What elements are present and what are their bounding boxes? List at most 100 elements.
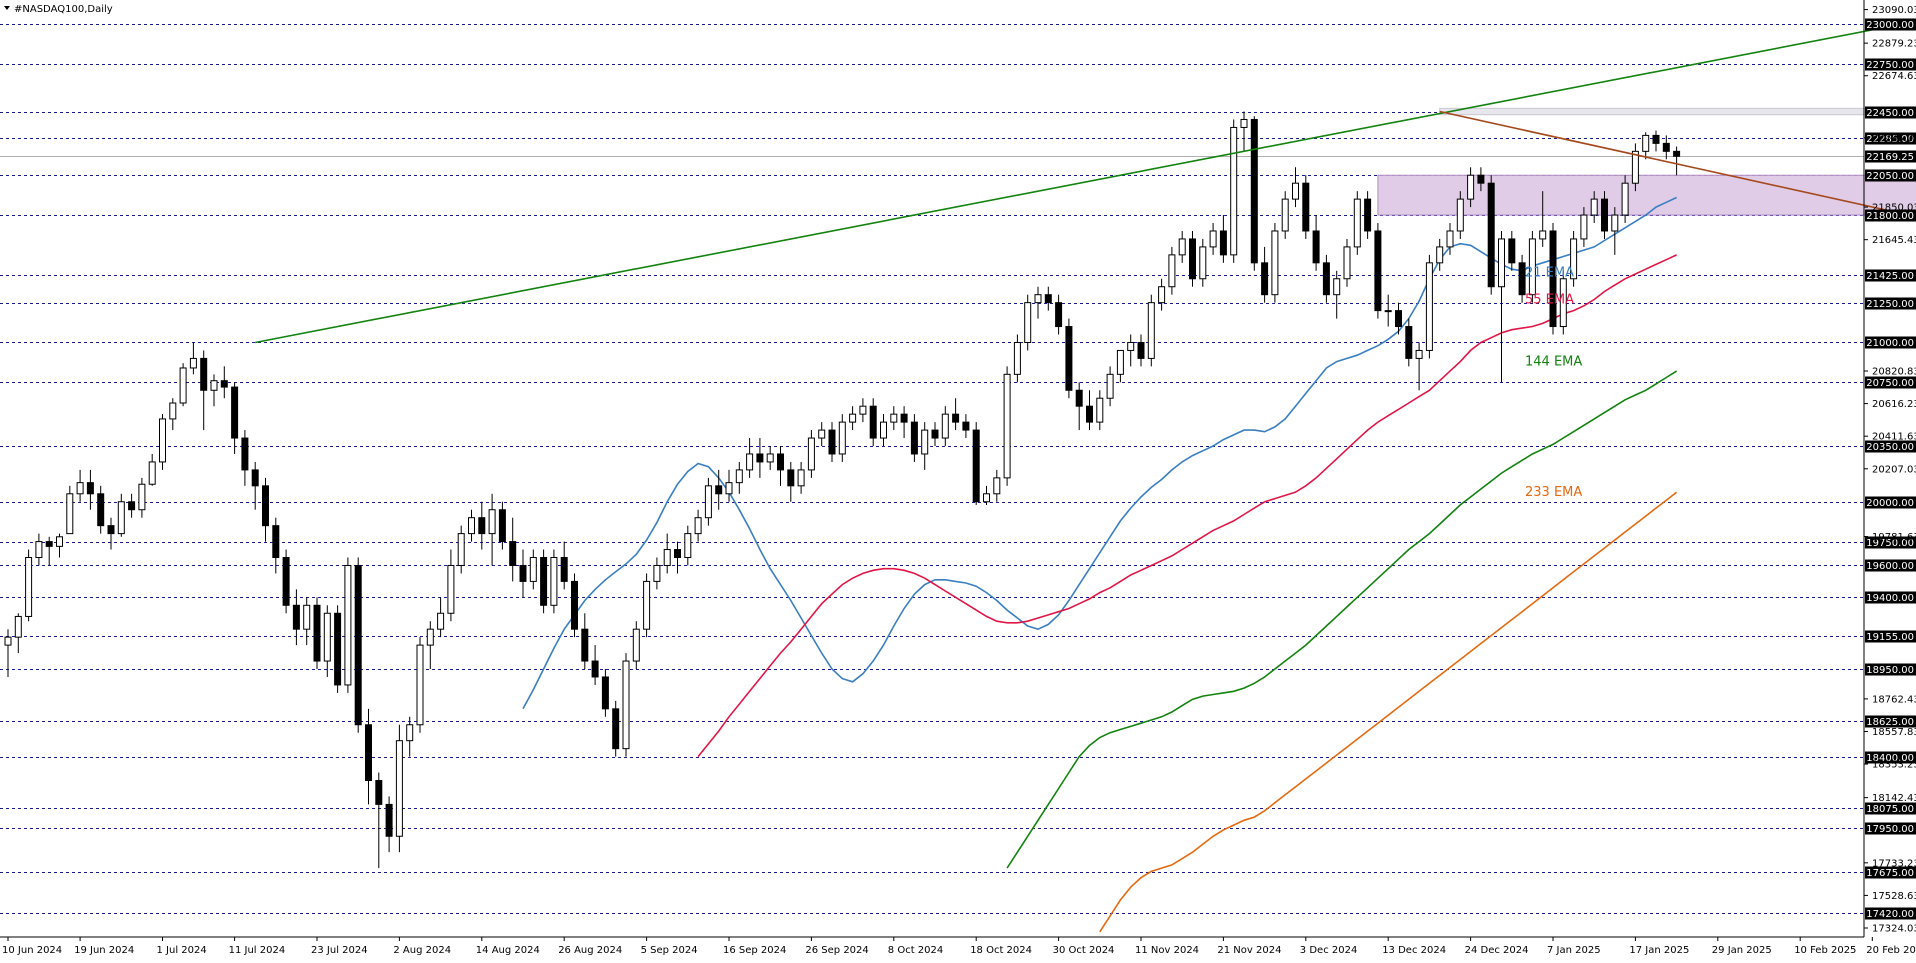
candle-body [1034,294,1042,304]
candle [148,453,156,486]
candle [457,525,465,574]
candle-body [375,780,383,805]
x-tick-label: 10 Feb 2025 [1794,945,1856,956]
candle-body [107,525,115,535]
candle-body [643,580,651,630]
candle [746,438,754,478]
candle [653,557,661,590]
candle-body [540,557,548,606]
candle [540,549,548,614]
candle [838,414,846,462]
candle [86,469,94,510]
level-badge-label: 17950.00 [1866,824,1914,835]
candle-body [1333,278,1341,296]
candle-body [138,483,146,511]
candle-body [509,541,517,566]
candle-body [941,413,949,439]
x-tick-label: 11 Jul 2024 [229,945,286,956]
candle [1580,207,1588,247]
candle [1621,175,1629,224]
level-badge [1865,106,1916,119]
candle-body [529,557,537,582]
level-badge-label: 20000.00 [1866,498,1914,509]
candle [560,541,568,590]
candle [169,398,177,431]
candle-body [1611,214,1619,232]
level-badge [1865,715,1916,728]
candle [344,557,352,693]
candle [1528,230,1536,303]
candle [231,382,239,454]
candle-body [952,413,960,423]
candle [1487,175,1495,295]
candle [426,621,434,670]
candle-body [468,517,475,535]
candle [859,398,867,423]
candle [1086,390,1093,431]
x-tick-label: 11 Nov 2024 [1135,945,1199,956]
x-tick-label: 30 Oct 2024 [1053,945,1115,956]
candle [1096,390,1104,431]
candle-body [1436,246,1444,264]
candle-body [921,429,929,455]
candle [25,549,33,622]
candle-body [220,380,228,388]
candle-body [1353,198,1361,248]
level-badge [1865,58,1916,71]
price-axis[interactable]: 23000.00 22750.00 22450.00 22285.00 22050.00… [1864,5,1916,935]
candle [1353,191,1361,255]
candle [1364,191,1372,239]
candle-body [931,429,939,439]
candle-body [292,604,300,630]
time-axis[interactable]: 10 Jun 2024 19 Jun 2024 1 Jul 2024 11 Jul 2… [2,937,1916,956]
candle-body [1219,230,1227,256]
candle-body [488,509,496,535]
candle-body [117,501,125,535]
candle-body [1250,118,1258,264]
candle [921,422,929,470]
candle-body [1158,286,1166,304]
candle-body [251,469,259,487]
candle-body [1549,230,1557,328]
candle [622,653,630,757]
candle [1601,191,1608,239]
candle-body [890,413,898,423]
level-badge-label: 22450.00 [1866,108,1914,119]
candle-body [838,421,846,455]
candle-body [601,676,609,710]
candle [1539,191,1547,247]
candle-body [674,549,681,559]
candle-body [4,636,12,646]
candle-body [756,453,764,463]
candle-body [1312,230,1320,264]
candle [272,517,280,574]
ema-line-55-ema [697,254,1677,758]
candle [1075,382,1083,431]
level-badge [1865,169,1916,182]
candle-body [1621,182,1629,216]
caret-down-icon[interactable] [4,6,10,10]
candle-body [1395,310,1402,328]
candle-body [962,421,970,431]
candle [818,422,826,447]
y-tick-label: 19781.63 [1872,532,1916,543]
level-badge-label: 22285.00 [1866,134,1914,145]
candle [56,533,63,558]
candle-body [241,437,249,471]
candle [1271,223,1279,303]
candle [1508,230,1516,271]
candle-body [1199,246,1207,280]
candle [1178,230,1186,263]
candle [313,597,321,670]
candle [1498,230,1505,383]
candle-body [354,564,362,726]
candle [1312,215,1320,271]
candle-body [1086,405,1093,423]
candle-body [1642,134,1650,152]
candle-body [983,493,990,503]
candle-body [262,485,269,527]
candle-body [66,493,74,535]
candle-body [1024,302,1032,343]
y-tick-label: 17733.23 [1872,858,1916,869]
